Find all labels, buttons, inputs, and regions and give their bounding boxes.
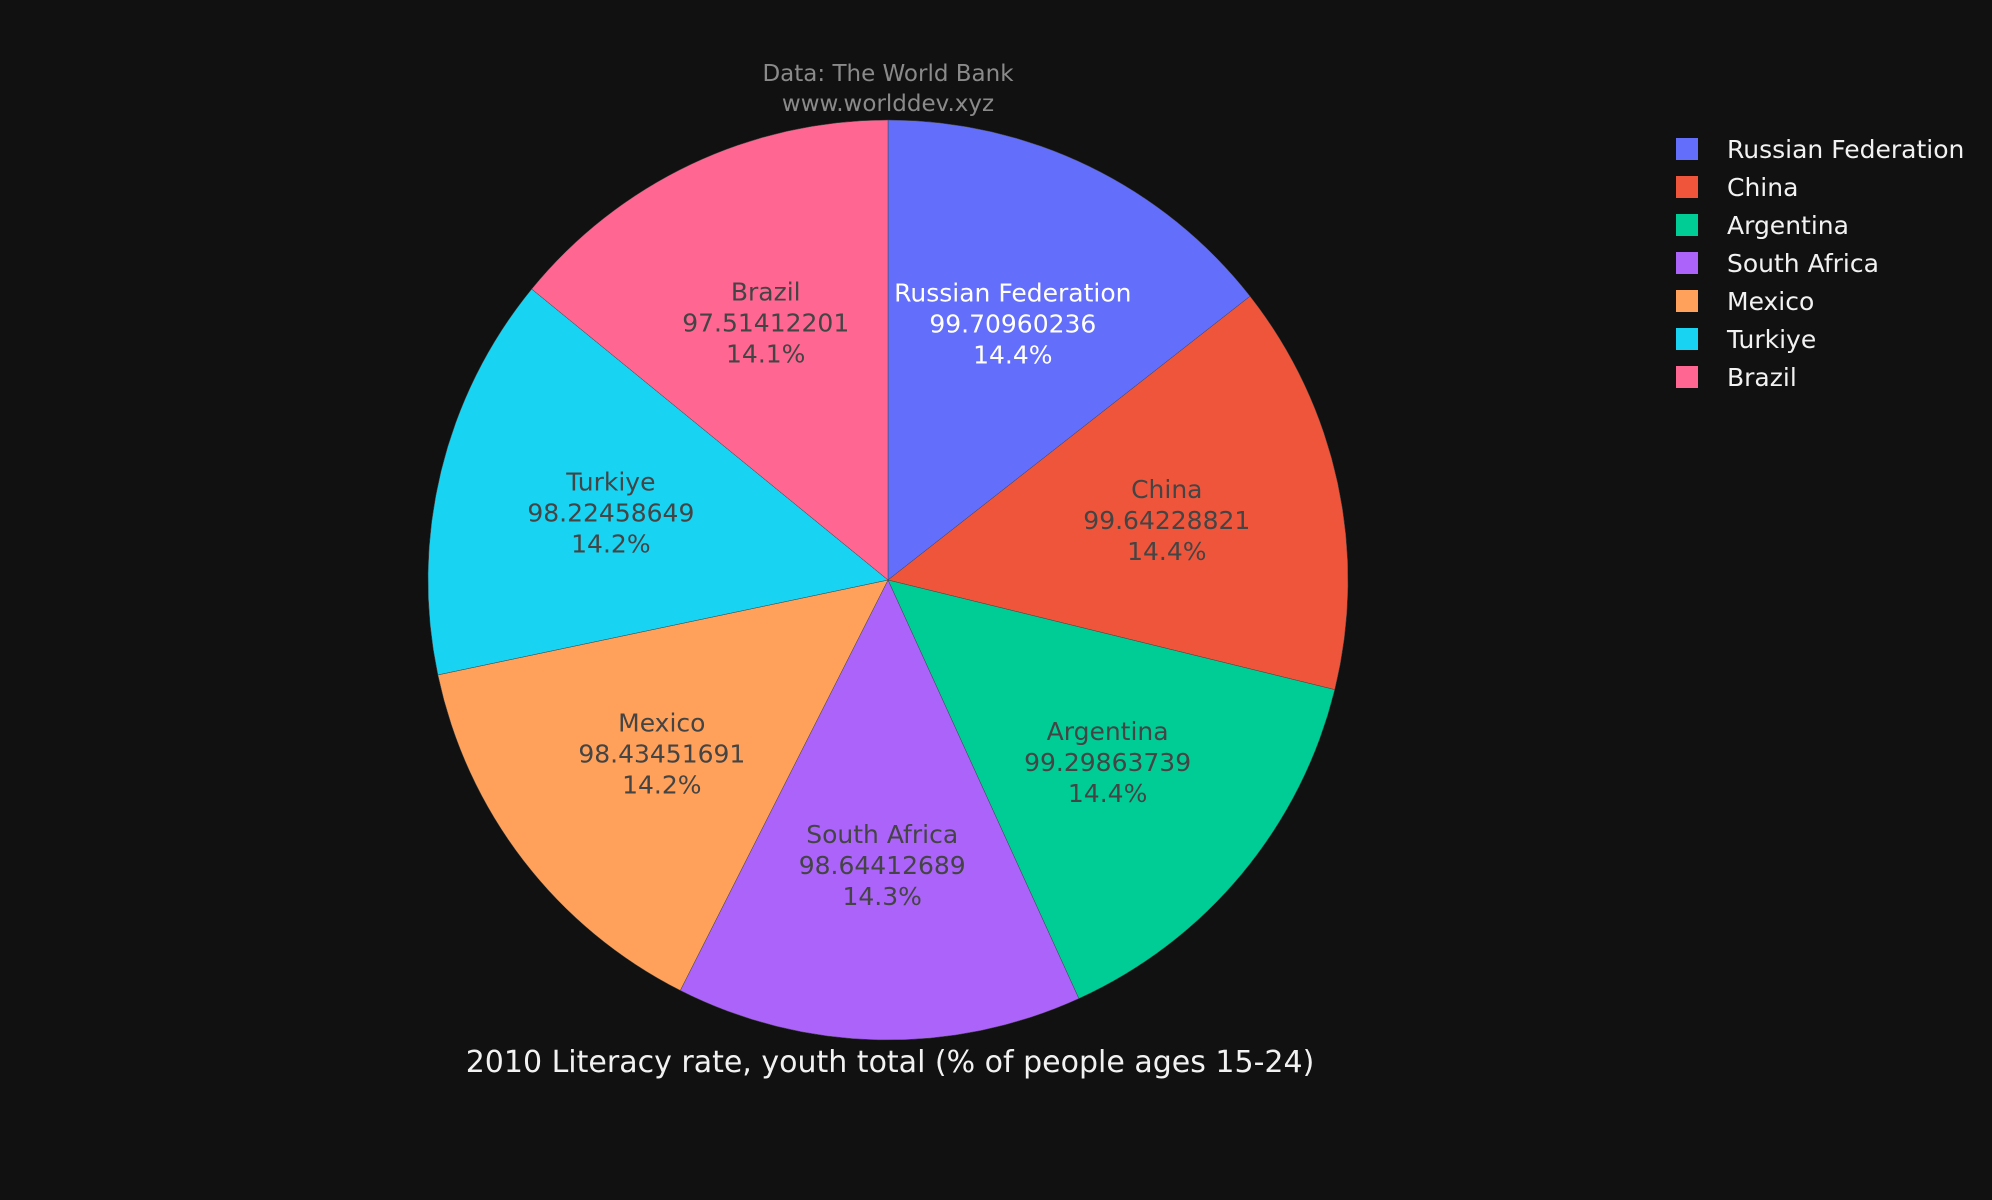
legend-swatch-argentina <box>1676 214 1698 236</box>
pie-slice-china[interactable] <box>887 295 1349 690</box>
legend-swatch-mexico <box>1676 290 1698 312</box>
slice-percent-china: 14.4% <box>1127 537 1206 566</box>
pie-slice-russian-federation[interactable] <box>887 119 1251 581</box>
slice-percent-mexico: 14.2% <box>622 771 701 800</box>
pie-slice-mexico[interactable] <box>437 579 889 991</box>
slice-value-turkiye: 98.22458649 <box>527 499 694 528</box>
pie-slice-labels: Russian Federation99.7096023614.4%China9… <box>527 277 1250 911</box>
legend-item-south-africa[interactable]: South Africa <box>1676 249 1879 278</box>
legend-item-argentina[interactable]: Argentina <box>1676 211 1849 240</box>
pie-slice-argentina[interactable] <box>887 579 1336 999</box>
legend-item-turkiye[interactable]: Turkiye <box>1676 325 1816 354</box>
slice-label-russian-federation: Russian Federation <box>894 279 1131 308</box>
legend-item-russian-federation[interactable]: Russian Federation <box>1676 135 1964 164</box>
slice-percent-turkiye: 14.2% <box>571 530 650 559</box>
source-line-1: Data: The World Bank <box>762 61 1014 87</box>
chart-title: 2010 Literacy rate, youth total (% of pe… <box>466 1045 1315 1080</box>
slice-label-turkiye: Turkiye <box>565 468 655 497</box>
legend-item-china[interactable]: China <box>1676 173 1798 202</box>
legend-label-china: China <box>1727 173 1798 202</box>
legend: Russian Federation China Argentina South Af… <box>1676 135 1964 392</box>
slice-value-mexico: 98.43451691 <box>578 740 745 769</box>
slice-percent-south-africa: 14.3% <box>842 882 921 911</box>
legend-label-russian-federation: Russian Federation <box>1727 135 1964 164</box>
pie-slice-turkiye[interactable] <box>427 288 889 676</box>
slice-value-south-africa: 98.64412689 <box>799 851 966 880</box>
slice-percent-brazil: 14.1% <box>726 339 805 368</box>
legend-swatch-china <box>1676 176 1698 198</box>
slice-percent-argentina: 14.4% <box>1068 779 1147 808</box>
slice-value-china: 99.64228821 <box>1083 506 1250 535</box>
legend-label-argentina: Argentina <box>1727 211 1849 240</box>
pie-slices <box>427 119 1349 1041</box>
legend-label-mexico: Mexico <box>1727 287 1814 316</box>
slice-label-argentina: Argentina <box>1047 717 1169 746</box>
slice-label-mexico: Mexico <box>618 709 705 738</box>
legend-item-brazil[interactable]: Brazil <box>1676 363 1797 392</box>
slice-label-brazil: Brazil <box>731 277 801 306</box>
legend-swatch-brazil <box>1676 366 1698 388</box>
legend-swatch-turkiye <box>1676 328 1698 350</box>
source-line-2: www.worlddev.xyz <box>782 91 994 117</box>
slice-label-south-africa: South Africa <box>806 820 958 849</box>
pie-slice-south-africa[interactable] <box>679 579 1080 1041</box>
legend-swatch-south-africa <box>1676 252 1698 274</box>
slice-value-brazil: 97.51412201 <box>682 308 849 337</box>
slice-percent-russian-federation: 14.4% <box>973 341 1052 370</box>
slice-value-argentina: 99.29863739 <box>1024 748 1191 777</box>
legend-swatch-russian-federation <box>1676 138 1698 160</box>
legend-label-south-africa: South Africa <box>1727 249 1879 278</box>
pie-slice-brazil[interactable] <box>531 119 889 581</box>
legend-label-turkiye: Turkiye <box>1726 325 1816 354</box>
slice-value-russian-federation: 99.70960236 <box>929 310 1096 339</box>
slice-label-china: China <box>1131 475 1202 504</box>
legend-label-brazil: Brazil <box>1727 363 1797 392</box>
legend-item-mexico[interactable]: Mexico <box>1676 287 1814 316</box>
